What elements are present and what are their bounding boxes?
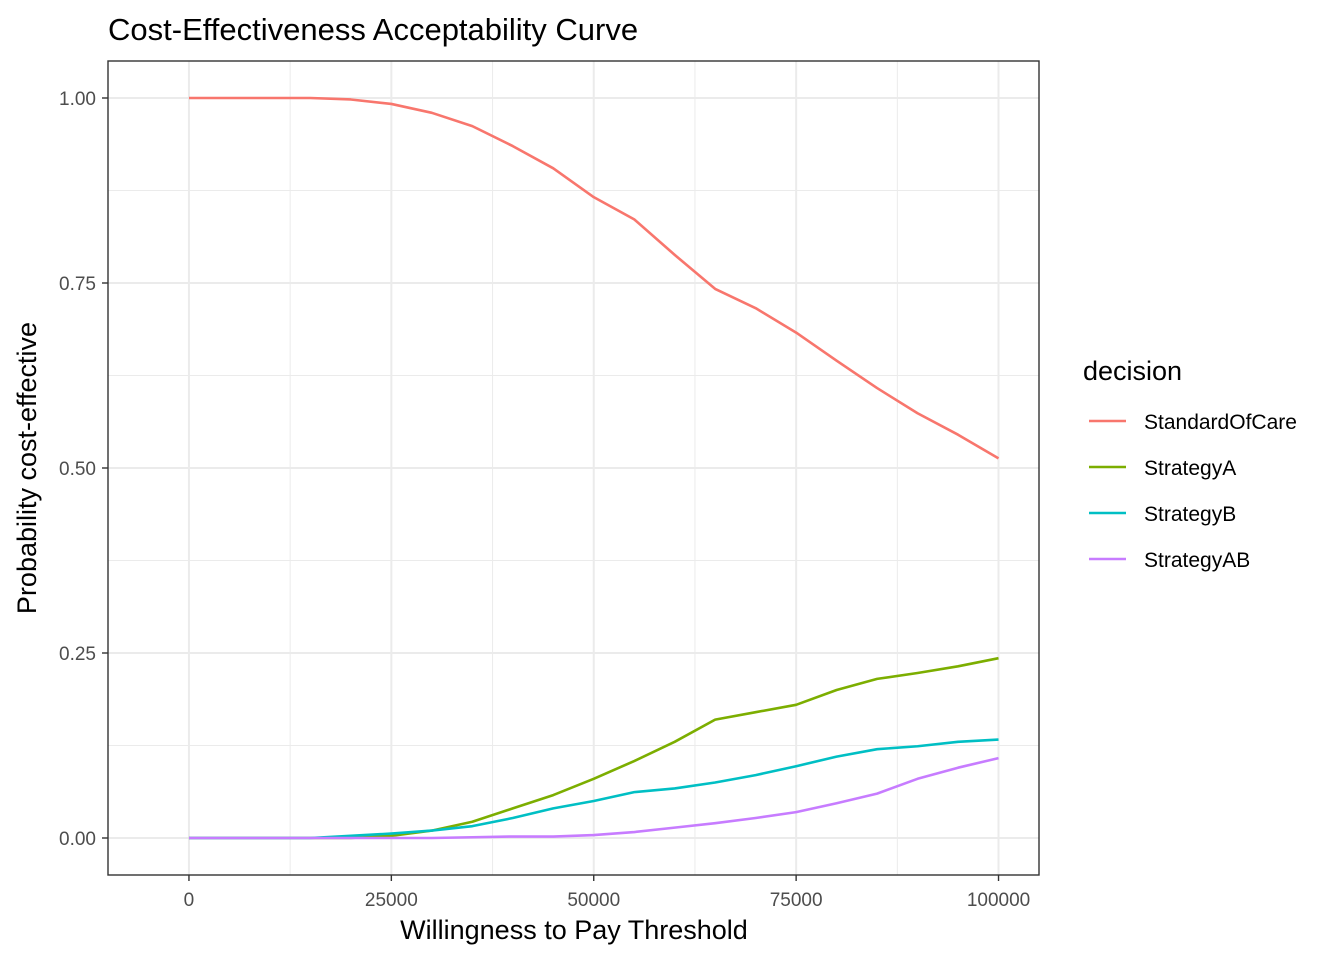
x-tick-label: 75000 bbox=[770, 890, 823, 911]
legend-item: StandardOfCare bbox=[1089, 411, 1297, 434]
legend-item: StrategyB bbox=[1089, 503, 1236, 526]
legend-label-strategyb: StrategyB bbox=[1144, 503, 1236, 526]
series-line-standardofcare bbox=[188, 96, 1000, 460]
y-tick-label: 0.75 bbox=[59, 274, 96, 295]
legend-title: decision bbox=[1083, 356, 1182, 386]
legend: decision StandardOfCare StrategyA Strategy… bbox=[1083, 356, 1297, 572]
y-axis-title: Probability cost-effective bbox=[12, 322, 42, 614]
x-axis-title: Willingness to Pay Threshold bbox=[400, 915, 748, 945]
legend-label-strategya: StrategyA bbox=[1144, 457, 1236, 480]
legend-item: StrategyAB bbox=[1089, 549, 1250, 572]
y-tick-label: 0.00 bbox=[59, 829, 96, 850]
chart-title: Cost-Effectiveness Acceptability Curve bbox=[108, 12, 638, 47]
x-tick-label: 50000 bbox=[567, 890, 620, 911]
x-tick-label: 0 bbox=[184, 890, 195, 911]
legend-item: StrategyA bbox=[1089, 457, 1236, 480]
legend-label-standardofcare: StandardOfCare bbox=[1144, 411, 1297, 434]
legend-items: StandardOfCare StrategyA StrategyB Strategy… bbox=[1089, 411, 1297, 572]
x-tick-label: 25000 bbox=[365, 890, 418, 911]
series-lines bbox=[188, 96, 1000, 840]
series-line-strategyab bbox=[188, 756, 999, 840]
legend-label-strategyab: StrategyAB bbox=[1144, 549, 1250, 572]
y-tick-label: 1.00 bbox=[59, 89, 96, 110]
x-tick-label: 100000 bbox=[967, 890, 1030, 911]
y-tick-label: 0.50 bbox=[59, 459, 96, 480]
y-axis: 0.00 0.25 0.50 0.75 1.00 bbox=[59, 89, 108, 850]
x-axis: 0 25000 50000 75000 100000 bbox=[184, 875, 1030, 911]
y-tick-label: 0.25 bbox=[59, 644, 96, 665]
